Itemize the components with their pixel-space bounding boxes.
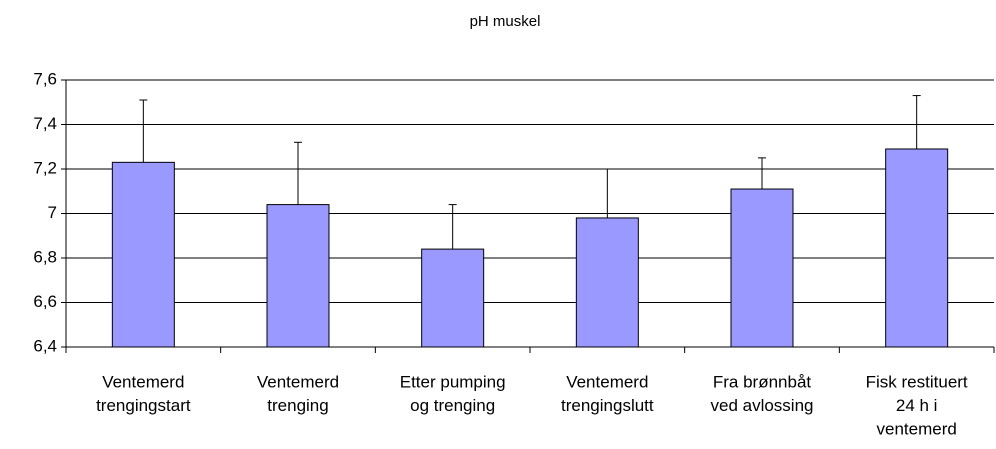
y-tick-label: 6,4 — [33, 336, 57, 355]
x-tick-label: Ventemerd — [257, 372, 339, 391]
y-tick-label: 7,2 — [33, 158, 57, 177]
chart-title: pH muskel — [470, 13, 541, 30]
x-tick-label: Fra brønnbåt — [713, 372, 812, 391]
x-tick-label: ventemerd — [877, 419, 957, 438]
bar — [730, 188, 794, 348]
bar — [111, 161, 175, 348]
bar — [575, 217, 639, 348]
x-tick-label: 24 h i — [896, 396, 938, 415]
y-tick-label: 7,6 — [33, 69, 57, 88]
x-tick-label: trenging — [267, 396, 328, 415]
y-tick-label: 7 — [48, 203, 57, 222]
x-tick-label: ved avlossing — [710, 396, 813, 415]
x-tick-label: Fisk restituert — [866, 372, 968, 391]
x-tick-label: og trenging — [410, 396, 495, 415]
bar — [421, 248, 485, 348]
x-tick-label: Ventemerd — [102, 372, 184, 391]
y-tick-label: 7,4 — [33, 114, 57, 133]
x-tick-label: Etter pumping — [400, 372, 506, 391]
x-tick-label: trengingstart — [96, 396, 191, 415]
x-tick-label: trengingslutt — [561, 396, 654, 415]
bar — [266, 204, 330, 348]
y-tick-label: 6,6 — [33, 292, 57, 311]
x-tick-label: Ventemerd — [566, 372, 648, 391]
bar — [885, 148, 949, 348]
y-tick-label: 6,8 — [33, 247, 57, 266]
